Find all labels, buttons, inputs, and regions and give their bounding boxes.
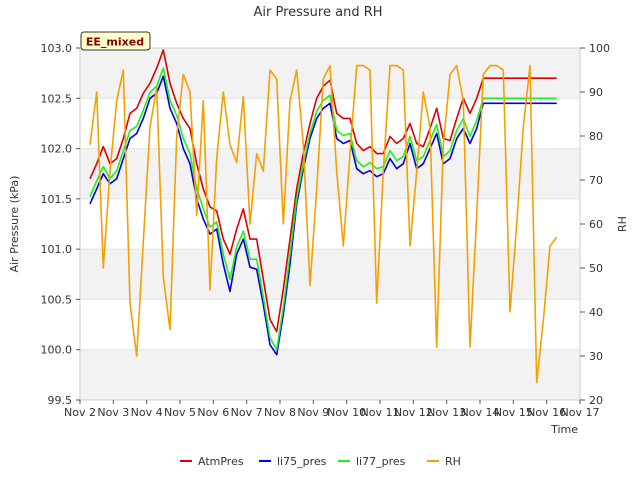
y-right-tick-label: 50 xyxy=(589,262,603,275)
x-tick-label: Nov 7 xyxy=(231,406,263,419)
x-tick-label: Nov 11 xyxy=(361,406,400,419)
x-tick-label: Nov 2 xyxy=(64,406,96,419)
legend-label: AtmPres xyxy=(198,455,244,468)
x-axis-ticks: Nov 2 Nov 3 Nov 4 Nov 5 Nov 6 Nov 7 Nov 8 Nov 9… xyxy=(64,400,599,419)
grid-band xyxy=(80,249,580,300)
y-left-tick-label: 101.0 xyxy=(41,243,73,256)
y-left-tick-label: 103.0 xyxy=(41,42,73,55)
x-tick-label: Nov 9 xyxy=(297,406,329,419)
y-left-tick-label: 101.5 xyxy=(41,193,73,206)
series-line-li77_pres xyxy=(89,67,557,351)
y-right-tick-label: 80 xyxy=(589,130,603,143)
y-axis-right-label: RH xyxy=(616,216,629,232)
x-tick-label: Nov 6 xyxy=(197,406,229,419)
x-tick-label: Nov 13 xyxy=(427,406,466,419)
legend-label: li75_pres xyxy=(277,455,327,468)
x-tick-label: Nov 15 xyxy=(494,406,533,419)
x-tick-label: Nov 3 xyxy=(97,406,129,419)
x-tick-label: Nov 10 xyxy=(327,406,366,419)
x-tick-label: Nov 16 xyxy=(527,406,566,419)
y-left-tick-label: 99.5 xyxy=(48,394,73,407)
x-tick-label: Nov 14 xyxy=(461,406,500,419)
series-line-li75_pres xyxy=(89,75,557,356)
y-left-tick-label: 100.0 xyxy=(41,344,73,357)
x-tick-label: Nov 4 xyxy=(131,406,163,419)
y-right-tick-label: 90 xyxy=(589,86,603,99)
chart-title: Air Pressure and RH xyxy=(253,5,382,20)
legend-label: RH xyxy=(445,455,461,468)
y-axis-left-label: Air Pressure (kPa) xyxy=(8,176,21,273)
series-line-rh xyxy=(89,64,558,384)
badge: EE_mixed xyxy=(80,31,151,51)
grid-band xyxy=(80,349,580,400)
y-right-tick-label: 20 xyxy=(589,394,603,407)
badge-box xyxy=(80,31,151,51)
legend-label: li77_pres xyxy=(356,455,406,468)
x-axis-label: Time xyxy=(550,423,578,436)
y-right-tick-label: 60 xyxy=(589,218,603,231)
y-right-tick-label: 30 xyxy=(589,350,603,363)
x-tick-label: Nov 12 xyxy=(394,406,433,419)
y-right-tick-label: 40 xyxy=(589,306,603,319)
x-tick-label: Nov 8 xyxy=(264,406,296,419)
x-tick-label: Nov 5 xyxy=(164,406,196,419)
series-lines xyxy=(89,49,558,384)
y-axis-left-ticks: 99.5 100.0 100.5 101.0 101.5 102.0 102.5 103.0 xyxy=(41,42,80,407)
y-left-tick-label: 100.5 xyxy=(41,293,73,306)
y-axis-right-ticks: 20 30 40 50 60 70 80 90 100 xyxy=(580,42,610,407)
badge-label: EE_mixed xyxy=(86,36,144,49)
legend: AtmPres li75_pres li77_pres RH xyxy=(180,455,461,468)
y-right-tick-label: 70 xyxy=(589,174,603,187)
y-left-tick-label: 102.0 xyxy=(41,143,73,156)
x-tick-label: Nov 17 xyxy=(561,406,600,419)
y-right-tick-label: 100 xyxy=(589,42,610,55)
y-left-tick-label: 102.5 xyxy=(41,92,73,105)
grid-band xyxy=(80,148,580,199)
